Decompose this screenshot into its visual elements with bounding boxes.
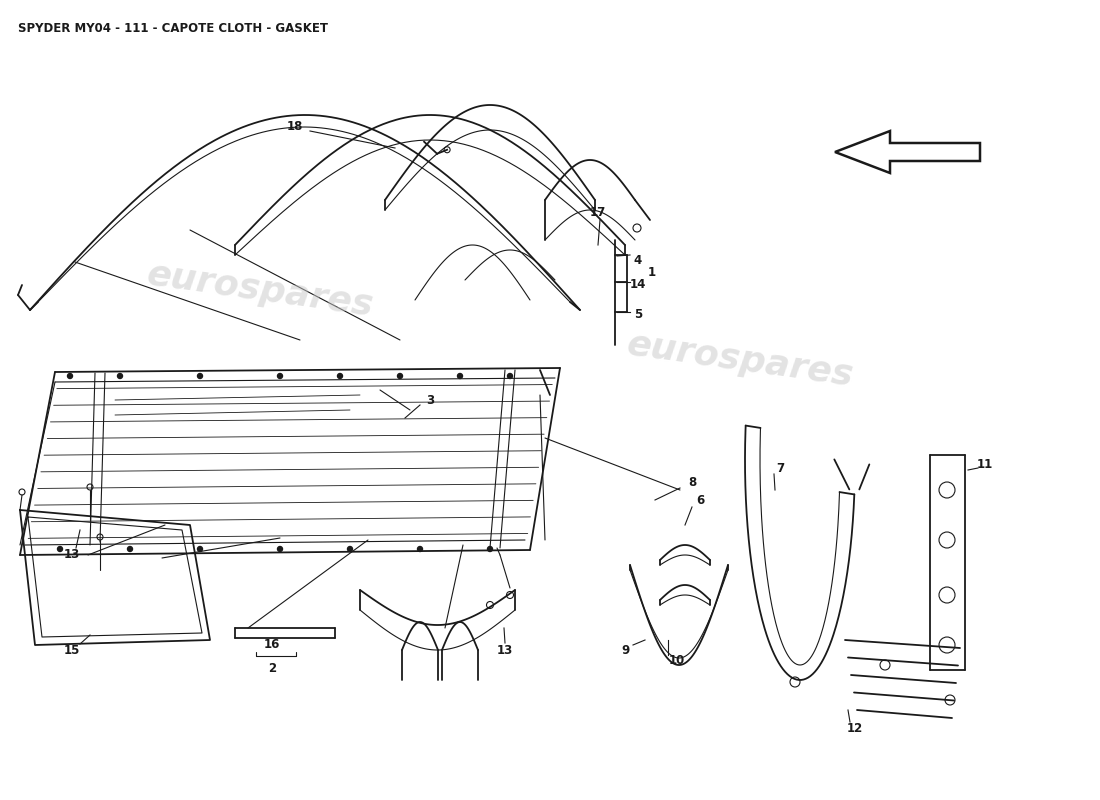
- Text: 13: 13: [64, 549, 80, 562]
- Text: 5: 5: [634, 309, 642, 322]
- Text: 4: 4: [634, 254, 642, 266]
- Text: 3: 3: [426, 394, 434, 406]
- Text: 1: 1: [648, 266, 656, 279]
- Circle shape: [57, 546, 63, 551]
- Text: 7: 7: [776, 462, 784, 474]
- Circle shape: [487, 546, 493, 551]
- Text: 16: 16: [264, 638, 280, 651]
- Text: 11: 11: [977, 458, 993, 471]
- Circle shape: [118, 374, 122, 378]
- Circle shape: [338, 374, 342, 378]
- Text: eurospares: eurospares: [625, 327, 856, 393]
- Circle shape: [198, 546, 202, 551]
- Text: 15: 15: [64, 643, 80, 657]
- Circle shape: [198, 374, 202, 378]
- Text: 2: 2: [268, 662, 276, 674]
- Text: 13: 13: [497, 643, 513, 657]
- Text: 18: 18: [287, 119, 304, 133]
- Circle shape: [277, 546, 283, 551]
- Text: SPYDER MY04 - 111 - CAPOTE CLOTH - GASKET: SPYDER MY04 - 111 - CAPOTE CLOTH - GASKE…: [18, 22, 328, 35]
- Circle shape: [277, 374, 283, 378]
- Circle shape: [507, 374, 513, 378]
- Circle shape: [397, 374, 403, 378]
- Circle shape: [128, 546, 132, 551]
- Text: 12: 12: [847, 722, 864, 734]
- Circle shape: [348, 546, 352, 551]
- Text: 6: 6: [696, 494, 704, 506]
- Circle shape: [418, 546, 422, 551]
- Text: eurospares: eurospares: [144, 258, 375, 322]
- Text: 9: 9: [620, 643, 629, 657]
- Text: 14: 14: [630, 278, 646, 291]
- Text: 8: 8: [688, 477, 696, 490]
- FancyArrow shape: [835, 131, 980, 173]
- Text: 17: 17: [590, 206, 606, 218]
- Text: 10: 10: [669, 654, 685, 666]
- Circle shape: [67, 374, 73, 378]
- Circle shape: [458, 374, 462, 378]
